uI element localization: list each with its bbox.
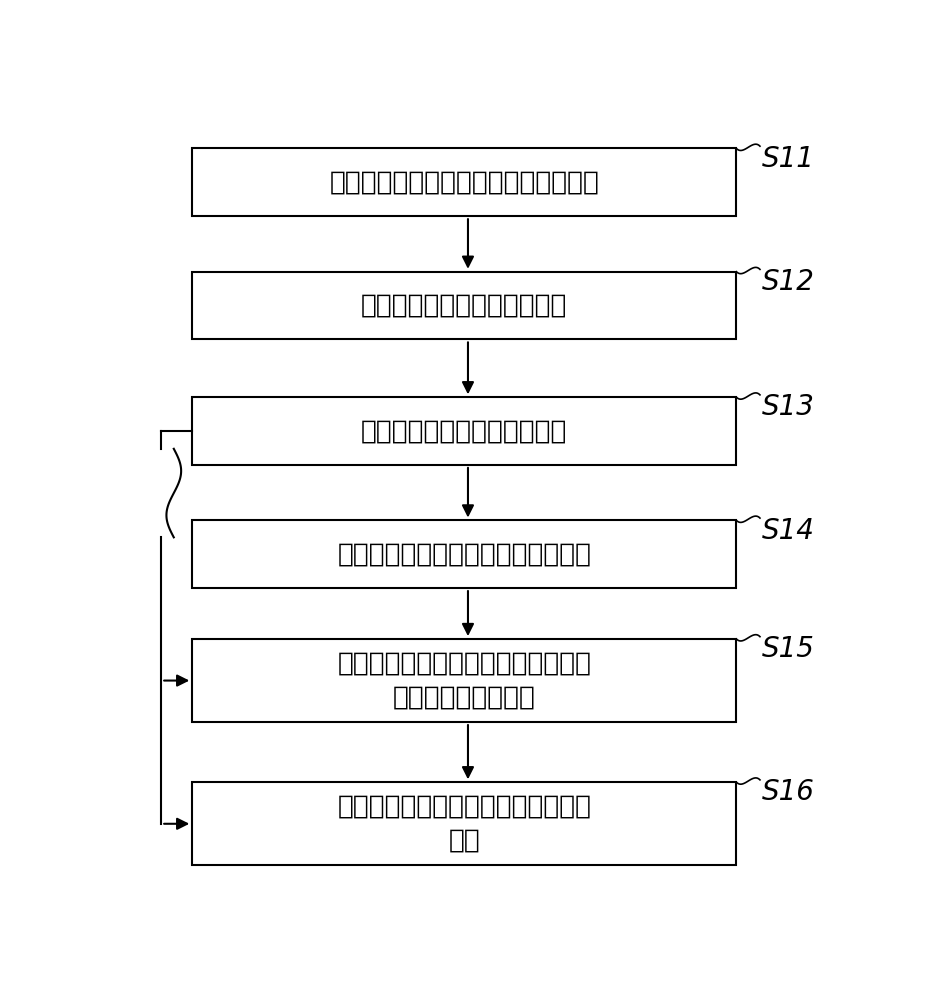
Text: 选择性酸浸出以去除二氧化硅: 选择性酸浸出以去除二氧化硅 — [362, 293, 568, 319]
FancyBboxPatch shape — [192, 639, 736, 722]
Text: 第一酸固液分离取得去硅固体: 第一酸固液分离取得去硅固体 — [362, 418, 568, 444]
Text: S15: S15 — [762, 635, 815, 663]
Text: S16: S16 — [762, 778, 815, 806]
Text: 第一沉淀与固液分离后废酸回收再生
并得到氟硅酸盐固体: 第一沉淀与固液分离后废酸回收再生 并得到氟硅酸盐固体 — [337, 651, 591, 711]
FancyBboxPatch shape — [192, 148, 736, 216]
Text: 对含氟固废物进行去碳酸盐的前置处理: 对含氟固废物进行去碳酸盐的前置处理 — [329, 169, 599, 195]
Text: S11: S11 — [762, 145, 815, 173]
Text: S14: S14 — [762, 517, 815, 545]
Text: S12: S12 — [762, 268, 815, 296]
Text: S13: S13 — [762, 393, 815, 421]
Text: 由超阈值淋洗液得到氟化钙与氯化钙
固体: 由超阈值淋洗液得到氟化钙与氯化钙 固体 — [337, 794, 591, 854]
FancyBboxPatch shape — [192, 397, 736, 465]
FancyBboxPatch shape — [192, 272, 736, 339]
FancyBboxPatch shape — [192, 782, 736, 865]
Text: 第一循环淋洗由固体干燥得到氟化钙: 第一循环淋洗由固体干燥得到氟化钙 — [337, 541, 591, 567]
FancyBboxPatch shape — [192, 520, 736, 588]
